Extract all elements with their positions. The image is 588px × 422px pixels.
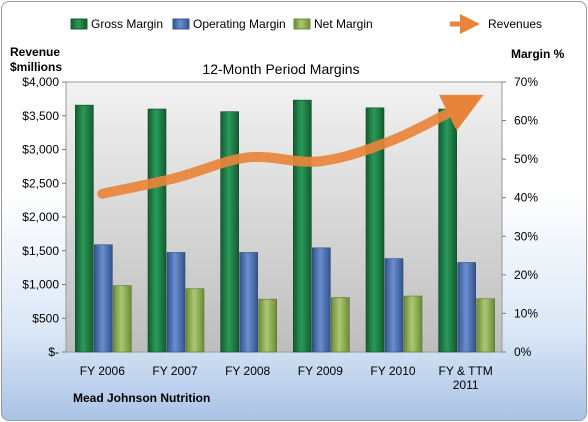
category-label: FY 2008 [225, 364, 270, 378]
category-label: FY 2007 [152, 364, 197, 378]
left-axis-tick-label: $1,500 [22, 244, 59, 258]
operating-margin-bar [166, 252, 186, 353]
left-axis-tick-label: $3,500 [22, 109, 59, 123]
category-label: 2011 [453, 378, 479, 392]
right-axis-tick-label: 40% [514, 191, 538, 205]
gross-margin-bar [365, 107, 385, 353]
left-axis-label-line1: Revenue [10, 45, 60, 59]
gross-margin-bar [147, 108, 167, 353]
left-axis-ticks: $- $500 $1,000 $1,500 $2,000 $2,500 $3,000 $3,5… [22, 75, 66, 359]
legend-label-net-margin: Net Margin [314, 17, 373, 31]
right-axis-tick-label: 30% [514, 229, 538, 243]
left-axis-tick-label: $4,000 [22, 75, 59, 89]
left-axis-label-line2: $millions [10, 60, 62, 74]
net-margin-bar [476, 298, 495, 353]
legend-swatch-net-margin [293, 18, 311, 30]
revenues-line [97, 94, 484, 199]
category-label: FY & TTM [439, 364, 493, 378]
category-labels: FY 2006 FY 2007 FY 2008 FY 2009 FY 2010 FY & … [80, 364, 493, 392]
gross-margin-bar [438, 108, 457, 353]
left-axis-tick-label: $2,500 [22, 176, 59, 190]
right-axis-tick-label: 50% [514, 152, 538, 166]
left-axis-tick-label: $2,000 [22, 210, 59, 224]
net-margin-bar [403, 295, 423, 353]
left-axis-tick-label: $500 [32, 311, 59, 325]
legend-swatch-gross-margin [70, 18, 88, 30]
right-axis-tick-label: 70% [514, 75, 538, 89]
right-axis-label: Margin % [511, 47, 565, 61]
left-axis-tick-label: $3,000 [22, 143, 59, 157]
operating-margin-bar [94, 244, 113, 353]
left-axis-tick-label: $- [48, 345, 59, 359]
net-margin-bar [185, 288, 205, 353]
legend-label-operating-margin: Operating Margin [193, 17, 286, 31]
revenues-line-path [97, 94, 484, 199]
category-label: FY 2010 [370, 364, 415, 378]
legend-label-gross-margin: Gross Margin [91, 17, 163, 31]
net-margin-bar [331, 297, 350, 353]
net-margin-bar [113, 285, 132, 353]
right-axis-tick-label: 20% [514, 268, 538, 282]
operating-margin-bar [312, 247, 331, 353]
right-axis-tick-label: 60% [514, 114, 538, 128]
operating-margin-bar [239, 252, 258, 353]
gross-margin-bar [220, 111, 239, 353]
gross-margin-bar [75, 104, 94, 353]
chart-title: 12-Month Period Margins [202, 61, 359, 77]
legend: Gross Margin Operating Margin Net Margin… [70, 14, 542, 34]
net-margin-bar [258, 298, 277, 353]
gross-margin-bar [293, 99, 312, 353]
legend-label-revenues: Revenues [488, 17, 542, 31]
right-axis-ticks: 0% 10% 20% 30% 40% 50% 60% 70% [502, 75, 538, 359]
category-label: FY 2006 [80, 364, 125, 378]
right-axis-tick-label: 0% [514, 345, 532, 359]
operating-margin-bar [457, 262, 476, 353]
operating-margin-bar [384, 258, 404, 353]
right-axis-tick-label: 10% [514, 306, 538, 320]
legend-swatch-operating-margin [172, 18, 190, 30]
left-axis-tick-label: $1,000 [22, 278, 59, 292]
category-label: FY 2009 [298, 364, 343, 378]
company-name: Mead Johnson Nutrition [73, 391, 210, 405]
